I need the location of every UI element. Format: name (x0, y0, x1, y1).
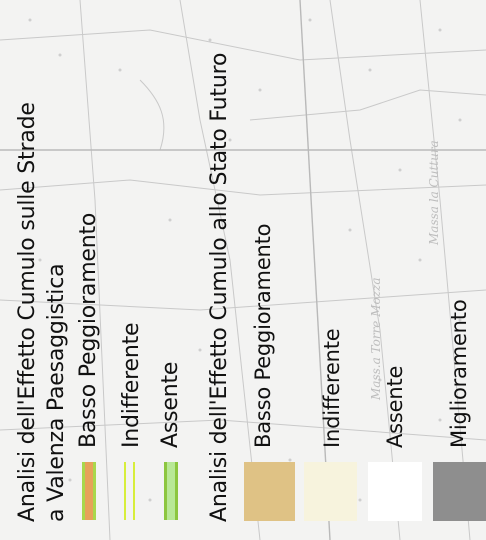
legend-section1-title-line2: a Valenza Paesaggistica (44, 263, 69, 522)
legend-item-miglioramento-futuro: Miglioramento (447, 299, 471, 448)
basso-peggioramento-road-swatch (82, 462, 96, 520)
map-place-label-cuttura: Massa la Cuttura (427, 140, 441, 246)
legend-section1-title-line1: Analisi dell'Effetto Cumulo sulle Strade (15, 102, 40, 522)
legend-item-basso-peggioramento-strade: Basso Peggioramento (76, 212, 101, 448)
legend-section2-title: Analisi dell'Effetto Cumulo allo Stato F… (207, 52, 232, 522)
legend-item-basso-peggioramento-futuro: Basso Peggioramento (251, 223, 275, 448)
map-place-label-torre-mozza: Mass.a Torre Mozza (369, 277, 383, 401)
legend-item-assente-strade: Assente (158, 361, 183, 448)
indifferente-road-swatch (123, 462, 137, 520)
legend-item-assente-futuro: Assente (383, 365, 407, 448)
miglioramento-area-swatch (433, 462, 486, 521)
assente-road-swatch (164, 462, 178, 520)
indifferente-area-swatch (304, 462, 357, 521)
assente-area-swatch (368, 462, 422, 521)
legend-item-indifferente-strade: Indifferente (119, 322, 144, 448)
legend-item-indifferente-futuro: Indifferente (320, 328, 344, 448)
basso-peggioramento-area-swatch (244, 462, 295, 521)
